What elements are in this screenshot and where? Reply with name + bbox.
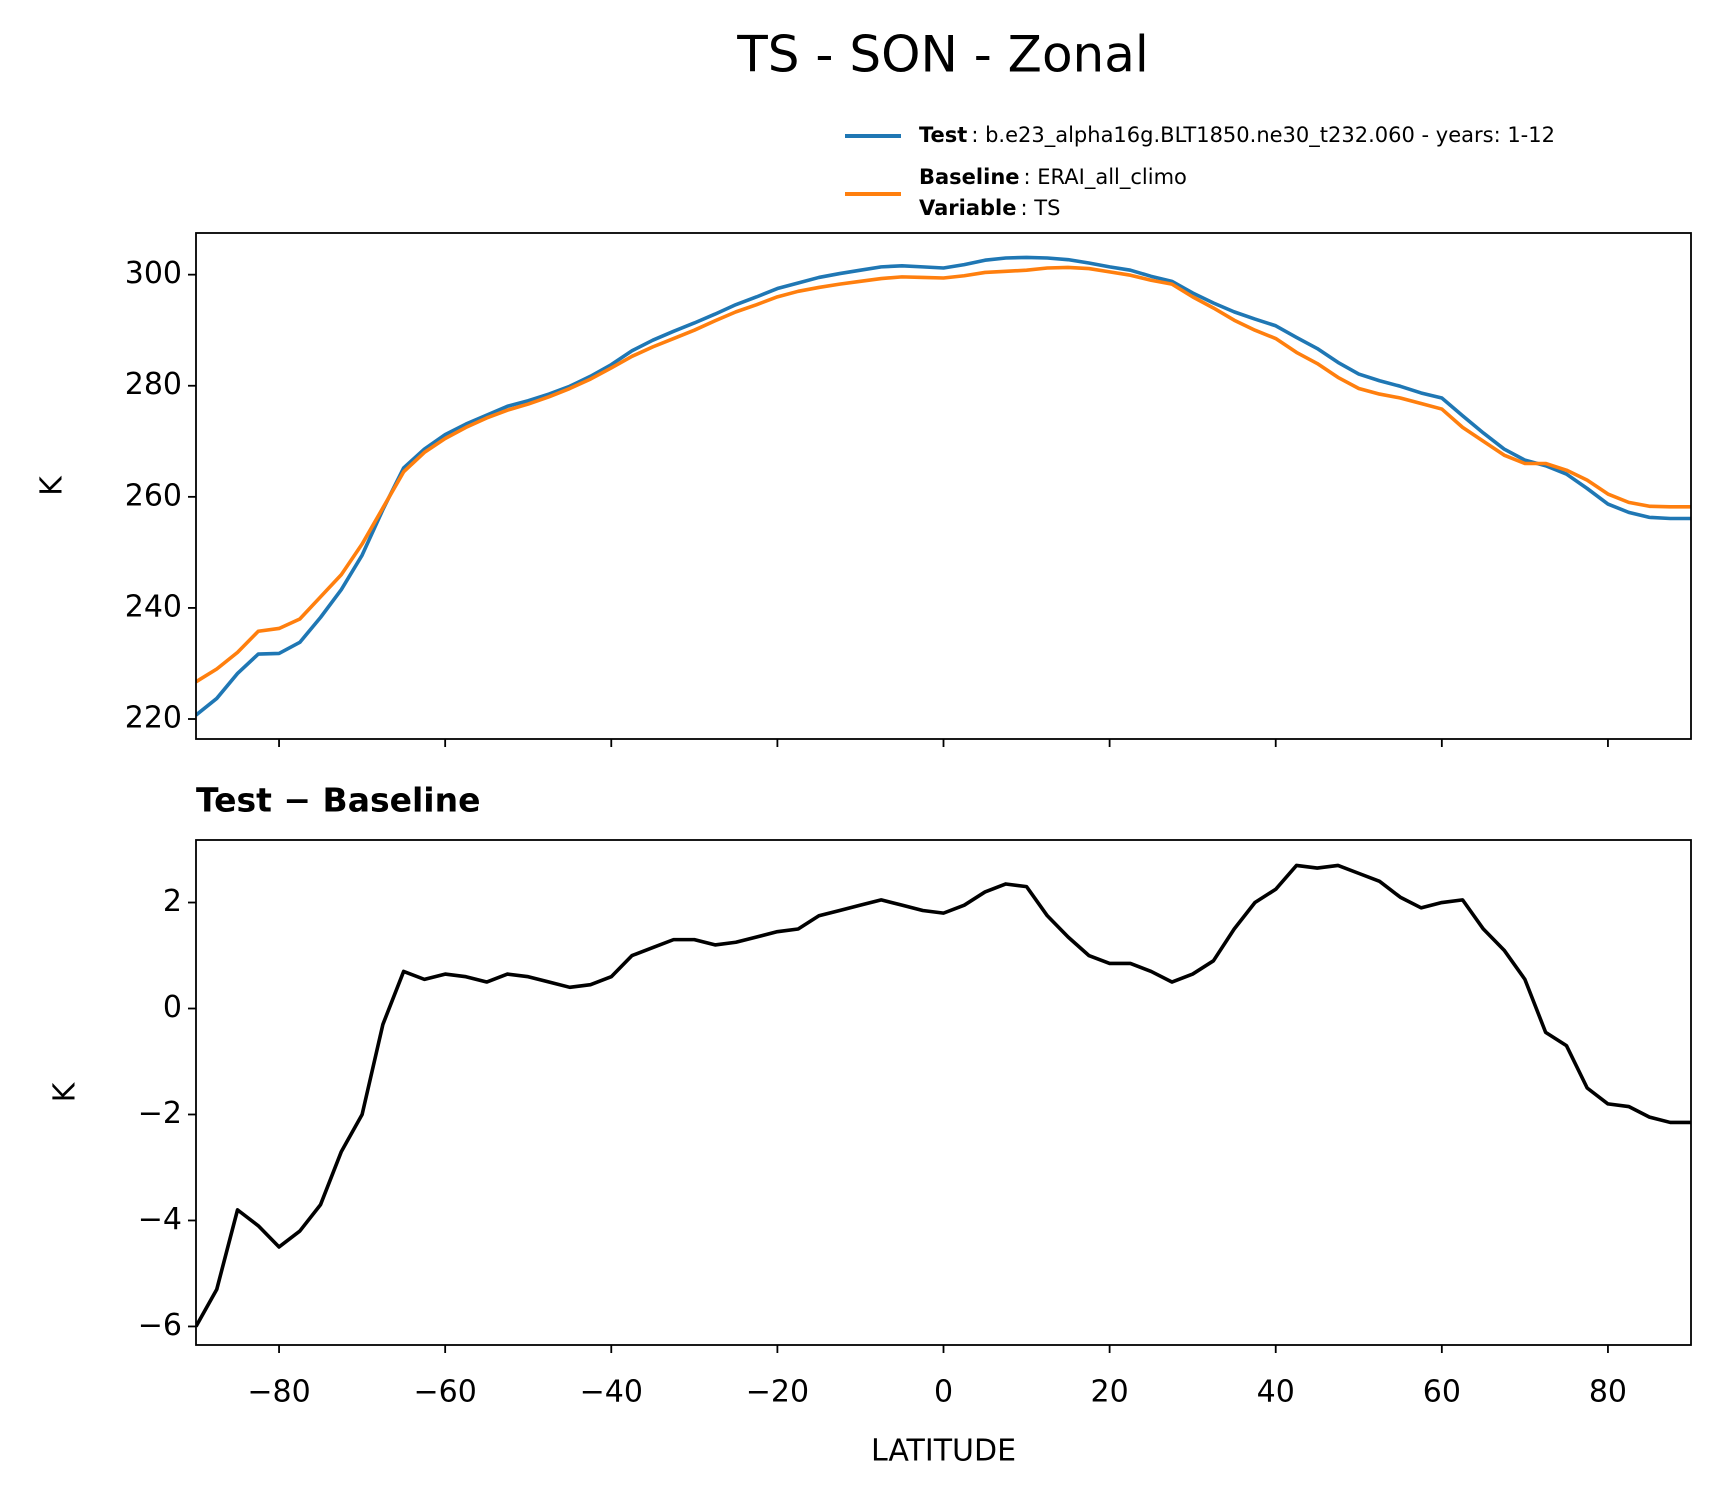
x-tick-label: −60 bbox=[414, 1375, 477, 1410]
subplot-title: Test − Baseline bbox=[196, 781, 481, 820]
series-line bbox=[196, 265, 1691, 684]
y-tick-label: −6 bbox=[138, 1308, 182, 1343]
legend-name: Baseline bbox=[919, 165, 1020, 189]
legend-entry: Baseline: ERAI_all_climo bbox=[919, 165, 1187, 190]
y-tick-label: −4 bbox=[138, 1202, 182, 1237]
x-tick-label: 20 bbox=[1091, 1375, 1129, 1410]
y-tick-label: −2 bbox=[138, 1096, 182, 1131]
legend-entry: Variable: TS bbox=[919, 196, 1060, 220]
figure-title: TS - SON - Zonal bbox=[736, 26, 1149, 84]
x-tick-label: −80 bbox=[247, 1375, 310, 1410]
x-tick-label: 40 bbox=[1257, 1375, 1295, 1410]
y-tick-label: 0 bbox=[163, 990, 182, 1025]
series-line bbox=[196, 863, 1691, 1328]
y-tick-label: 300 bbox=[125, 256, 182, 291]
y-tick-label: 2 bbox=[163, 884, 182, 919]
legend-text: : ERAI_all_climo bbox=[1024, 165, 1187, 190]
x-tick-label: −20 bbox=[746, 1375, 809, 1410]
series-line bbox=[196, 255, 1691, 717]
y-axis-label: K bbox=[35, 475, 70, 496]
legend-entry: Test: b.e23_alpha16g.BLT1850.ne30_t232.0… bbox=[919, 123, 1555, 148]
x-tick-label: 60 bbox=[1423, 1375, 1461, 1410]
axes-frame bbox=[195, 839, 1692, 1346]
legend-text: : b.e23_alpha16g.BLT1850.ne30_t232.060 -… bbox=[971, 123, 1555, 148]
y-tick-label: 220 bbox=[125, 701, 182, 736]
y-tick-label: 280 bbox=[125, 367, 182, 402]
x-tick-label: −40 bbox=[580, 1375, 643, 1410]
x-tick-label: 80 bbox=[1589, 1375, 1627, 1410]
legend-name: Test bbox=[919, 123, 967, 147]
x-tick-label: 0 bbox=[934, 1375, 953, 1410]
legend-text: : TS bbox=[1020, 196, 1060, 220]
y-tick-label: 240 bbox=[125, 589, 182, 624]
x-axis-label: LATITUDE bbox=[871, 1434, 1016, 1469]
axes-frame bbox=[195, 232, 1692, 740]
y-axis-label: K bbox=[48, 1081, 83, 1102]
legend-name: Variable bbox=[919, 196, 1016, 220]
y-tick-label: 260 bbox=[125, 478, 182, 513]
